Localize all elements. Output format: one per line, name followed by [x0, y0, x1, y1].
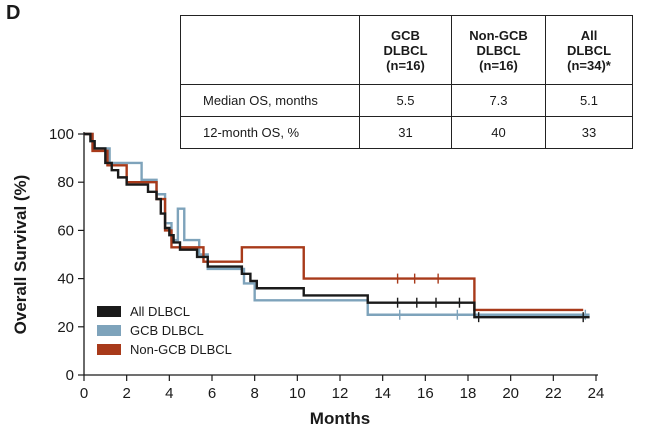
x-axis-label: Months	[310, 409, 370, 428]
y-tick-label: 20	[57, 319, 74, 336]
legend-swatch	[97, 325, 121, 336]
table-cell: 40	[451, 116, 546, 149]
x-tick-label: 8	[250, 385, 258, 402]
legend-label: GCB DLBCL	[130, 323, 204, 338]
x-tick-label: 22	[545, 385, 562, 402]
legend-label: All DLBCL	[130, 304, 190, 319]
x-tick-label: 24	[588, 385, 605, 402]
summary-table: GCB DLBCL (n=16) Non-GCB DLBCL (n=16) All DLB…	[180, 15, 633, 149]
y-tick-label: 80	[57, 174, 74, 191]
x-tick-label: 18	[460, 385, 477, 402]
legend: All DLBCL GCB DLBCL Non-GCB DLBCL	[97, 304, 232, 357]
y-tick-label: 0	[66, 367, 74, 384]
x-tick-label: 10	[289, 385, 306, 402]
x-tick-label: 6	[208, 385, 216, 402]
x-tick-label: 20	[502, 385, 519, 402]
table-header-cell: Non-GCB DLBCL (n=16)	[451, 15, 546, 85]
table-row-label: Median OS, months	[180, 84, 360, 117]
y-tick-label: 60	[57, 222, 74, 239]
table-cell: 5.1	[545, 84, 633, 117]
panel-label: D	[6, 2, 21, 24]
legend-swatch	[97, 306, 121, 317]
table-header-row: GCB DLBCL (n=16) Non-GCB DLBCL (n=16) All DLB…	[180, 15, 633, 85]
table-header-cell	[180, 15, 360, 85]
table-cell: 31	[359, 116, 452, 149]
x-tick-label: 4	[165, 385, 173, 402]
table-header-cell: GCB DLBCL (n=16)	[359, 15, 452, 85]
table-row: 12-month OS, % 31 40 33	[180, 116, 633, 149]
y-tick-label: 100	[49, 126, 74, 143]
x-tick-label: 0	[80, 385, 88, 402]
series-all-dlbcl	[84, 132, 590, 323]
table-cell: 33	[545, 116, 633, 149]
table-row-label: 12-month OS, %	[180, 116, 360, 149]
series-gcb-dlbcl	[84, 132, 590, 320]
series-layer	[84, 132, 590, 323]
y-tick-label: 40	[57, 271, 74, 288]
survival-curve	[84, 132, 590, 316]
survival-curve	[84, 132, 590, 319]
x-tick-label: 2	[122, 385, 130, 402]
survival-curve	[84, 132, 584, 312]
x-tick-label: 16	[417, 385, 434, 402]
x-tick-label: 14	[374, 385, 391, 402]
x-tick-label: 12	[332, 385, 349, 402]
y-axis-label: Overall Survival (%)	[11, 175, 30, 335]
series-non-gcb-dlbcl	[84, 132, 584, 312]
legend-swatch	[97, 344, 121, 355]
table-header-cell: All DLBCL (n=34)*	[545, 15, 633, 85]
legend-label: Non-GCB DLBCL	[130, 342, 232, 357]
